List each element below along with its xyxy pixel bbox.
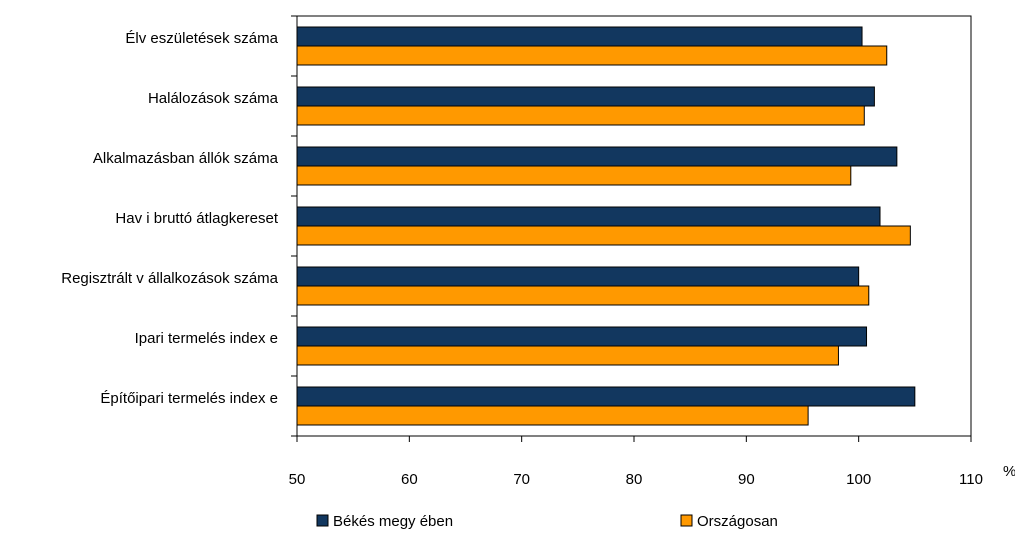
category-labels: Élv eszületések száma Halálozások száma Al… [61,30,279,407]
value-ticks [296,436,972,442]
x-tick-label: 110 [959,471,983,488]
legend-item-bekes: Békés megy ében [316,513,453,530]
bar-orszagosan [296,405,809,426]
legend-label-bekes: Békés megy ében [333,513,453,530]
category-label: Alkalmazásban állók száma [93,150,279,167]
legend-swatch-bekes [316,514,329,527]
bars [296,26,916,426]
bar-orszagosan [296,45,888,66]
category-label: Regisztrált v állalkozások száma [61,270,278,287]
x-axis-unit: % [1003,463,1015,480]
bar-bekes [296,326,868,347]
category-ticks [291,15,297,437]
legend-item-orszagosan: Országosan [680,513,778,530]
legend-swatch-orszagosan [680,514,693,527]
category-label: Ipari termelés index e [135,330,278,347]
bar-bekes [296,146,898,167]
bar-orszagosan [296,285,870,306]
bar-orszagosan [296,165,852,186]
bar-bekes [296,386,916,407]
bar-bekes [296,266,860,287]
bar-orszagosan [296,105,865,126]
x-tick-label: 70 [513,471,530,488]
category-label: Építőipari termelés index e [100,390,278,407]
x-tick-label: 90 [738,471,755,488]
x-tick-label: 50 [289,471,306,488]
x-tick-label: 60 [401,471,418,488]
bar-bekes [296,206,881,227]
bar-bekes [296,26,863,47]
category-label: Élv eszületések száma [125,30,278,47]
x-tick-label: 100 [846,471,871,488]
bar-orszagosan [296,345,839,366]
legend: Békés megy ében Országosan [316,513,778,530]
category-label: Halálozások száma [148,90,279,107]
value-tick-labels: 50 60 70 80 90 100 110 [289,471,983,488]
bar-bekes [296,86,875,107]
x-tick-label: 80 [626,471,643,488]
bar-orszagosan [296,225,911,246]
category-label: Hav i bruttó átlagkereset [115,210,278,227]
legend-label-orszagosan: Országosan [697,513,778,530]
